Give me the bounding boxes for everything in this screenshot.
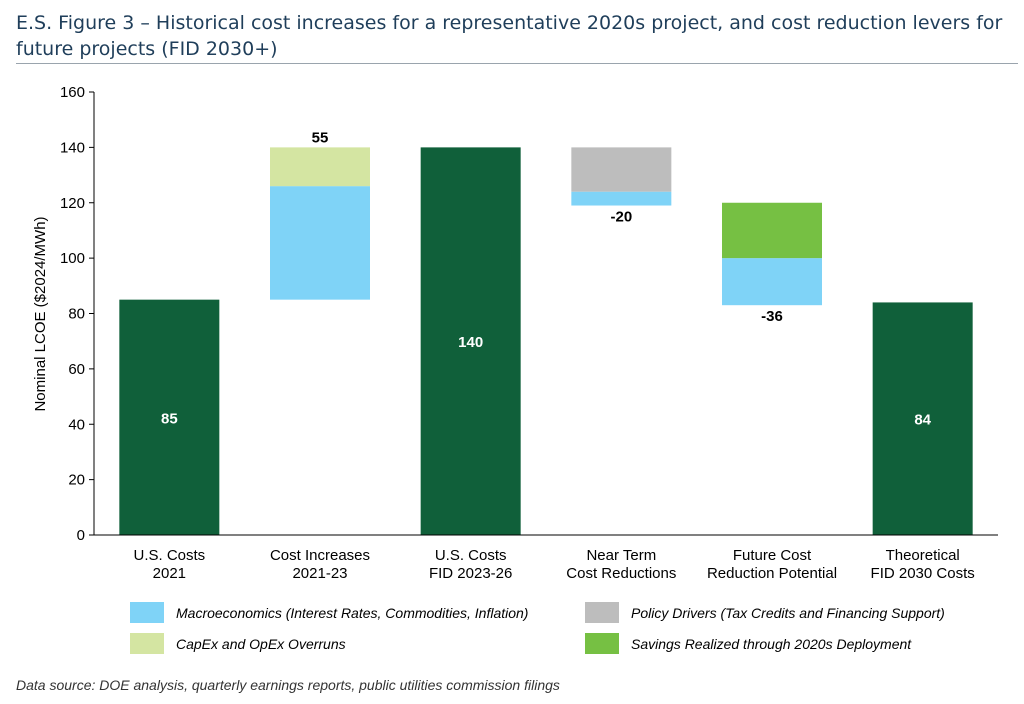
title-divider bbox=[16, 63, 1018, 64]
y-tick-label: 140 bbox=[60, 139, 85, 156]
y-tick-label: 120 bbox=[60, 195, 85, 212]
x-category-label-line: FID 2030 Costs bbox=[871, 565, 975, 582]
bar-value-label: 140 bbox=[458, 334, 483, 351]
bar-segment-macro bbox=[722, 258, 822, 306]
y-tick-label: 20 bbox=[68, 472, 85, 489]
x-category-label-line: 2021-23 bbox=[292, 565, 347, 582]
bar-segment-macro bbox=[270, 186, 370, 300]
x-category-label-line: Near Term bbox=[586, 547, 656, 564]
legend-label: Policy Drivers (Tax Credits and Financin… bbox=[631, 605, 945, 621]
x-category-label-line: Cost Increases bbox=[270, 547, 370, 564]
y-tick-label: 100 bbox=[60, 250, 85, 267]
legend-swatch-policy bbox=[585, 602, 619, 623]
bar-segment-capex bbox=[270, 147, 370, 187]
x-category-label-line: FID 2023-26 bbox=[429, 565, 512, 582]
legend-label: Savings Realized through 2020s Deploymen… bbox=[631, 636, 912, 652]
y-tick-label: 80 bbox=[68, 306, 85, 323]
bar-value-label: 85 bbox=[161, 410, 178, 427]
bar-value-label: -36 bbox=[761, 308, 783, 325]
x-category-label: Theoretical FID 2030 Costs bbox=[871, 547, 975, 582]
x-category-label: Future Cost Reduction Potential bbox=[707, 547, 837, 582]
bar-segment-total bbox=[872, 302, 973, 535]
x-category-label-line: Future Cost bbox=[733, 547, 812, 564]
waterfall-chart: Nominal LCOE ($2024/MWh) 0 20 40 60 80 100 120… bbox=[32, 84, 998, 654]
bar-segment-total bbox=[420, 147, 521, 535]
y-tick-label: 40 bbox=[68, 416, 85, 433]
x-category-label-line: Cost Reductions bbox=[566, 565, 676, 582]
bars bbox=[119, 147, 973, 535]
x-category-label: U.S. Costs FID 2023-26 bbox=[429, 547, 512, 582]
x-category-label-line: U.S. Costs bbox=[435, 547, 507, 564]
bar-value-label: -20 bbox=[610, 209, 632, 226]
x-category-label-line: Reduction Potential bbox=[707, 565, 837, 582]
y-axis-label: Nominal LCOE ($2024/MWh) bbox=[32, 216, 49, 411]
data-source-note: Data source: DOE analysis, quarterly ear… bbox=[16, 677, 560, 693]
x-category-label-line: U.S. Costs bbox=[133, 547, 205, 564]
data-labels: 85 55 140 -20 -36 84 bbox=[161, 129, 932, 428]
x-category-label-line: Theoretical bbox=[886, 547, 960, 564]
bar-value-label: 84 bbox=[914, 412, 931, 429]
bar-segment-policy bbox=[571, 147, 672, 192]
x-category-label: Near Term Cost Reductions bbox=[566, 547, 676, 582]
x-category-label-line: 2021 bbox=[153, 565, 186, 582]
y-tick-label: 60 bbox=[68, 361, 85, 378]
y-axis: 0 20 40 60 80 100 120 140 160 bbox=[60, 84, 95, 544]
x-category-label: Cost Increases 2021-23 bbox=[270, 547, 370, 582]
y-tick-label: 0 bbox=[77, 527, 85, 544]
plot-area: Nominal LCOE ($2024/MWh) 0 20 40 60 80 100 120… bbox=[32, 84, 998, 582]
legend-swatch-savings bbox=[585, 633, 619, 654]
legend-label: Macroeconomics (Interest Rates, Commodit… bbox=[176, 605, 528, 621]
y-tick-label: 160 bbox=[60, 84, 85, 101]
legend: Macroeconomics (Interest Rates, Commodit… bbox=[130, 602, 945, 654]
figure-title: E.S. Figure 3 – Historical cost increase… bbox=[16, 12, 1003, 60]
legend-label: CapEx and OpEx Overruns bbox=[176, 636, 346, 652]
bar-segment-total bbox=[119, 299, 220, 535]
bar-segment-macro bbox=[571, 191, 672, 206]
x-category-label: U.S. Costs 2021 bbox=[133, 547, 205, 582]
legend-swatch-macro bbox=[130, 602, 164, 623]
bar-segment-savings bbox=[722, 202, 822, 259]
legend-swatch-capex bbox=[130, 633, 164, 654]
bar-value-label: 55 bbox=[312, 129, 329, 146]
